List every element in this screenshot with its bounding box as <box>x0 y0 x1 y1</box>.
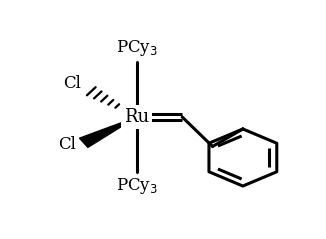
Text: Ru: Ru <box>124 108 149 126</box>
Text: PCy$_3$: PCy$_3$ <box>116 38 158 58</box>
Text: PCy$_3$: PCy$_3$ <box>116 176 158 196</box>
Text: Cl: Cl <box>64 75 82 92</box>
Polygon shape <box>80 117 137 147</box>
Text: Cl: Cl <box>58 136 76 153</box>
